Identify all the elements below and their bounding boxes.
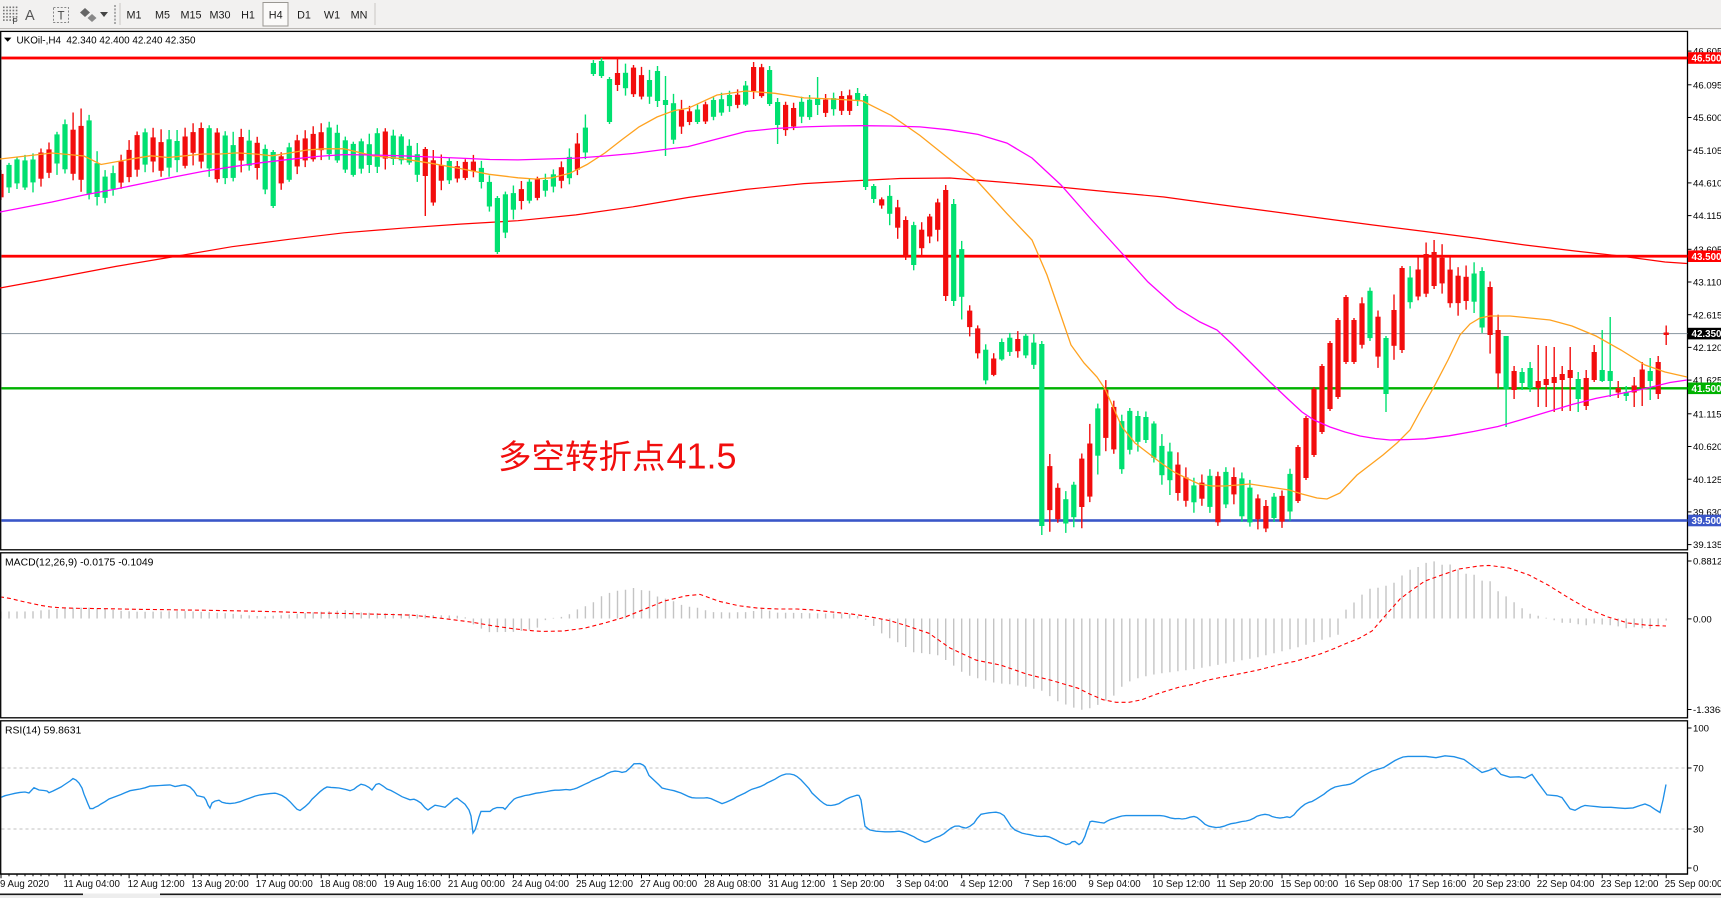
- svg-text:42.615: 42.615: [1693, 310, 1721, 321]
- svg-text:3 Sep 04:00: 3 Sep 04:00: [896, 879, 949, 890]
- svg-text:MN: MN: [351, 10, 368, 22]
- svg-text:H1: H1: [241, 10, 255, 22]
- svg-text:M30: M30: [209, 10, 230, 22]
- svg-text:MACD(12,26,9) -0.0175 -0.1049: MACD(12,26,9) -0.0175 -0.1049: [5, 558, 154, 569]
- svg-text:42.350: 42.350: [1692, 329, 1721, 340]
- svg-text:41.5: 41.5: [667, 436, 737, 477]
- svg-text:T: T: [57, 11, 64, 23]
- svg-text:23 Sep 12:00: 23 Sep 12:00: [1601, 879, 1659, 890]
- svg-text:H4: H4: [269, 10, 283, 22]
- svg-text:40.620: 40.620: [1693, 442, 1721, 453]
- svg-text:D1: D1: [297, 10, 311, 22]
- svg-text:30: 30: [1693, 825, 1704, 836]
- svg-text:19 Aug 16:00: 19 Aug 16:00: [384, 879, 442, 890]
- svg-text:11 Aug 04:00: 11 Aug 04:00: [64, 879, 121, 890]
- svg-text:15 Sep 00:00: 15 Sep 00:00: [1281, 879, 1339, 890]
- svg-text:1 Sep 20:00: 1 Sep 20:00: [832, 879, 885, 890]
- svg-text:39.630: 39.630: [1693, 508, 1721, 519]
- svg-text:17 Aug 00:00: 17 Aug 00:00: [256, 879, 314, 890]
- svg-text:44.610: 44.610: [1693, 178, 1721, 189]
- svg-text:45.105: 45.105: [1693, 146, 1721, 157]
- svg-text:46.500: 46.500: [1692, 54, 1721, 65]
- svg-text:39.135: 39.135: [1693, 540, 1721, 551]
- svg-text:22 Sep 04:00: 22 Sep 04:00: [1537, 879, 1595, 890]
- svg-text:A: A: [25, 8, 35, 24]
- svg-text:-1.3368: -1.3368: [1693, 705, 1721, 716]
- svg-text:UKOil-,H4 42.340 42.400 42.24: UKOil-,H4 42.340 42.400 42.240 42.350: [17, 35, 196, 46]
- svg-text:42.120: 42.120: [1693, 343, 1721, 354]
- svg-text:16 Sep 08:00: 16 Sep 08:00: [1345, 879, 1403, 890]
- svg-text:4 Sep 12:00: 4 Sep 12:00: [960, 879, 1013, 890]
- svg-text:24 Aug 04:00: 24 Aug 04:00: [512, 879, 570, 890]
- svg-text:M5: M5: [155, 10, 170, 22]
- svg-text:28 Aug 08:00: 28 Aug 08:00: [704, 879, 762, 890]
- svg-text:25 Aug 12:00: 25 Aug 12:00: [576, 879, 634, 890]
- svg-text:9 Sep 04:00: 9 Sep 04:00: [1088, 879, 1141, 890]
- svg-text:43.500: 43.500: [1692, 252, 1721, 263]
- svg-text:27 Aug 00:00: 27 Aug 00:00: [640, 879, 698, 890]
- svg-text:31 Aug 12:00: 31 Aug 12:00: [768, 879, 826, 890]
- svg-text:0.8812: 0.8812: [1693, 557, 1721, 568]
- svg-text:9 Aug 2020: 9 Aug 2020: [0, 879, 50, 890]
- svg-text:0.00: 0.00: [1693, 615, 1712, 626]
- svg-text:40.125: 40.125: [1693, 475, 1721, 486]
- svg-text:45.600: 45.600: [1693, 113, 1721, 124]
- svg-text:M1: M1: [127, 10, 142, 22]
- svg-text:M15: M15: [180, 10, 201, 22]
- svg-text:17 Sep 16:00: 17 Sep 16:00: [1409, 879, 1467, 890]
- svg-text:100: 100: [1693, 724, 1709, 735]
- svg-text:RSI(14) 59.8631: RSI(14) 59.8631: [5, 726, 81, 737]
- svg-text:70: 70: [1693, 764, 1704, 775]
- svg-text:41.115: 41.115: [1693, 409, 1721, 420]
- svg-text:43.110: 43.110: [1693, 278, 1721, 289]
- svg-text:39.500: 39.500: [1692, 516, 1721, 527]
- svg-text:41.500: 41.500: [1692, 384, 1721, 395]
- svg-text:18 Aug 08:00: 18 Aug 08:00: [320, 879, 378, 890]
- svg-text:46.605: 46.605: [1693, 47, 1721, 58]
- svg-text:44.115: 44.115: [1693, 211, 1721, 222]
- svg-text:W1: W1: [324, 10, 340, 22]
- svg-text:46.095: 46.095: [1693, 80, 1721, 91]
- svg-text:25 Sep 00:00: 25 Sep 00:00: [1665, 879, 1721, 890]
- svg-text:21 Aug 00:00: 21 Aug 00:00: [448, 879, 506, 890]
- svg-text:41.625: 41.625: [1693, 376, 1721, 387]
- svg-text:F: F: [13, 17, 18, 26]
- svg-text:12 Aug 12:00: 12 Aug 12:00: [128, 879, 186, 890]
- svg-text:7 Sep 16:00: 7 Sep 16:00: [1024, 879, 1077, 890]
- svg-text:11 Sep 20:00: 11 Sep 20:00: [1216, 879, 1274, 890]
- svg-text:20 Sep 23:00: 20 Sep 23:00: [1473, 879, 1531, 890]
- svg-text:10 Sep 12:00: 10 Sep 12:00: [1152, 879, 1210, 890]
- svg-text:43.605: 43.605: [1693, 245, 1721, 256]
- svg-text:13 Aug 20:00: 13 Aug 20:00: [192, 879, 250, 890]
- svg-text:0: 0: [1693, 864, 1698, 875]
